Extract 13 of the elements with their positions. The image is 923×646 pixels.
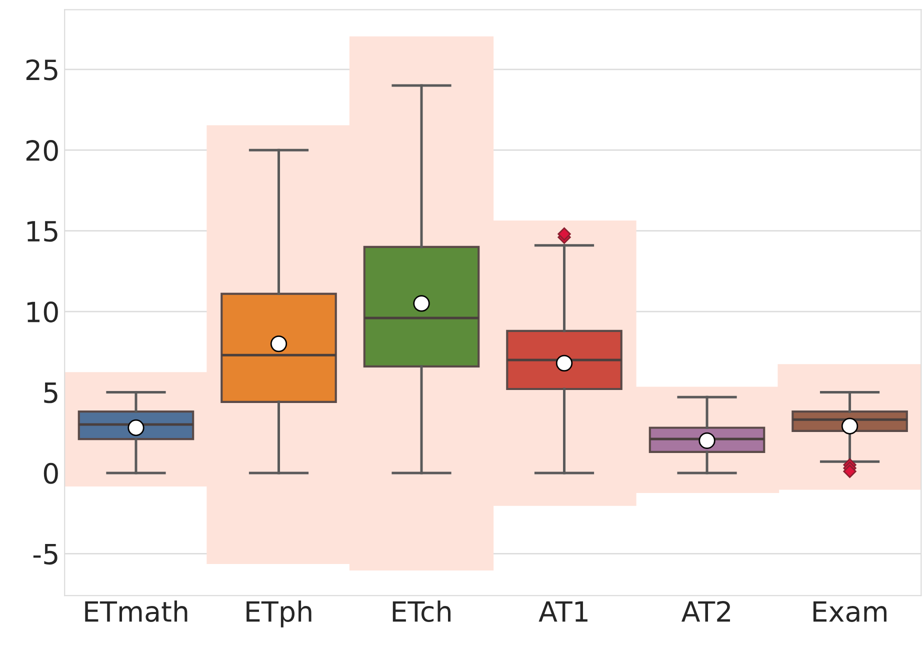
y-tick-label: 25 xyxy=(26,59,58,80)
y-tick-label: 10 xyxy=(27,301,58,322)
x-tick-label: ETph xyxy=(246,600,312,628)
x-tick-label: AT2 xyxy=(681,600,730,622)
x-tick-label: ETch xyxy=(392,600,450,622)
x-tick-label: ETmath xyxy=(85,600,188,622)
y-tick-label: 0 xyxy=(44,462,58,484)
y-tick-label: -5 xyxy=(33,544,58,565)
x-tick-label: Exam xyxy=(813,601,886,622)
y-tick-label: 5 xyxy=(44,382,58,404)
x-tick-label: AT1 xyxy=(538,601,588,622)
y-tick-label: 15 xyxy=(27,221,58,242)
y-tick-label: 20 xyxy=(26,140,58,162)
